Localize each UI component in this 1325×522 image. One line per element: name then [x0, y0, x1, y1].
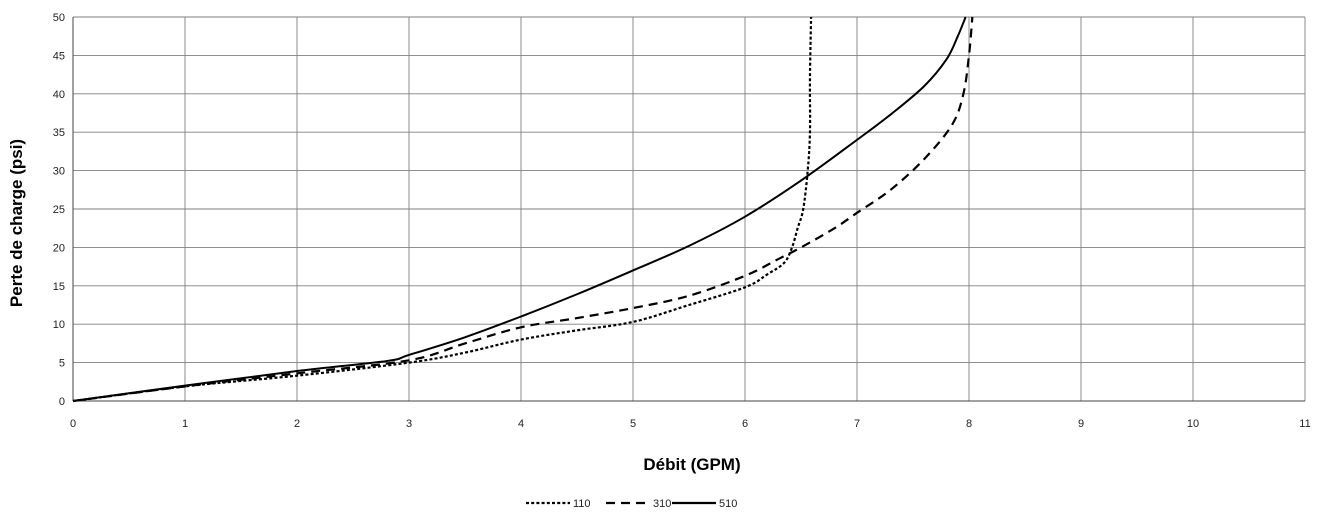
- x-tick-label: 0: [70, 418, 76, 430]
- y-tick-label: 15: [53, 281, 65, 293]
- x-tick-label: 3: [406, 418, 412, 430]
- x-tick-label: 11: [1299, 418, 1310, 430]
- y-tick-label: 10: [53, 319, 65, 331]
- y-tick-label: 20: [53, 242, 65, 254]
- axes: [72, 17, 1305, 402]
- legend-label-310: 310: [653, 498, 671, 510]
- y-tick-label: 35: [53, 127, 65, 139]
- y-tick-label: 40: [53, 89, 65, 101]
- series-line-310: [72, 16, 974, 403]
- y-tick-label: 50: [53, 12, 65, 24]
- y-tick-label: 5: [59, 358, 65, 370]
- series-line-510: [72, 16, 967, 402]
- legend-label-110: 110: [573, 498, 591, 510]
- x-tick-label: 6: [742, 418, 748, 430]
- legend-label-510: 510: [719, 498, 737, 510]
- x-tick-label: 5: [630, 418, 636, 430]
- x-tick-label: 9: [1078, 418, 1084, 430]
- y-tick-label: 0: [59, 396, 65, 408]
- x-tick-label: 2: [294, 418, 300, 430]
- x-axis-title: Débit (GPM): [643, 455, 740, 474]
- x-tick-label: 8: [966, 418, 972, 430]
- y-tick-label: 45: [53, 50, 65, 62]
- y-tick-label: 25: [53, 204, 65, 216]
- x-tick-label: 7: [854, 418, 860, 430]
- series-lines: [72, 16, 974, 403]
- grid: [73, 16, 1306, 401]
- y-tick-label: 30: [53, 166, 65, 178]
- series-line-110: [72, 16, 813, 403]
- legend: 110 310 510: [526, 498, 737, 510]
- x-tick-label: 10: [1187, 418, 1199, 430]
- y-axis-title: Perte de charge (psi): [7, 139, 26, 307]
- x-tick-label: 1: [182, 418, 188, 430]
- x-tick-label: 4: [518, 418, 524, 430]
